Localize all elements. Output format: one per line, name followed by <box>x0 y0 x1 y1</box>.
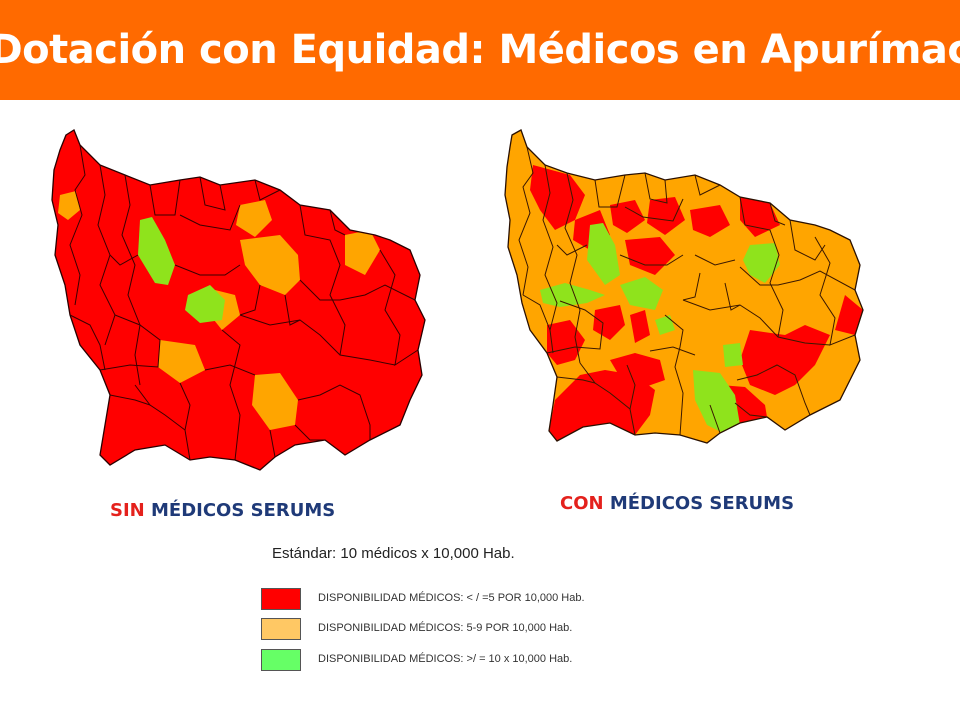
apurimac-map-left <box>51 129 426 471</box>
legend-item-high: DISPONIBILIDAD MÉDICOS: >/ = 10 x 10,000… <box>261 649 661 673</box>
map-label-rest: MÉDICOS SERUMS <box>144 500 336 521</box>
page-title: Dotación con Equidad: Médicos en Apuríma… <box>0 27 960 73</box>
legend-swatch-mid <box>261 618 301 640</box>
map-con-serums <box>495 125 880 460</box>
map-sin-serums <box>40 125 440 485</box>
standard-note: Estándar: 10 médicos x 10,000 Hab. <box>272 545 515 562</box>
legend-text-high: DISPONIBILIDAD MÉDICOS: >/ = 10 x 10,000… <box>318 653 573 665</box>
legend-text-mid: DISPONIBILIDAD MÉDICOS: 5-9 POR 10,000 H… <box>318 622 573 634</box>
map-label-rest: MÉDICOS SERUMS <box>603 493 795 514</box>
map-label-highlight: CON <box>560 493 604 514</box>
title-bar: Dotación con Equidad: Médicos en Apuríma… <box>0 0 960 100</box>
legend: DISPONIBILIDAD MÉDICOS: < / =5 POR 10,00… <box>261 588 661 688</box>
legend-item-mid: DISPONIBILIDAD MÉDICOS: 5-9 POR 10,000 H… <box>261 618 661 642</box>
legend-swatch-high <box>261 649 301 671</box>
map-label-highlight: SIN <box>110 500 145 521</box>
legend-item-low: DISPONIBILIDAD MÉDICOS: < / =5 POR 10,00… <box>261 588 661 612</box>
apurimac-map-right <box>504 129 864 444</box>
legend-swatch-low <box>261 588 301 610</box>
legend-text-low: DISPONIBILIDAD MÉDICOS: < / =5 POR 10,00… <box>318 592 585 604</box>
map-label-sin-serums: SIN MÉDICOS SERUMS <box>110 500 335 521</box>
map-label-con-serums: CON MÉDICOS SERUMS <box>560 493 794 514</box>
